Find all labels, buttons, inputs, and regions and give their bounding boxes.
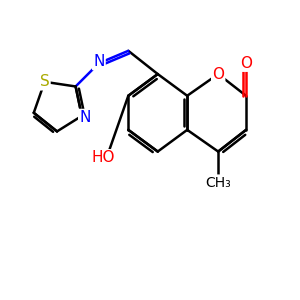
Text: S: S	[40, 74, 50, 89]
Text: N: N	[93, 54, 104, 69]
Text: O: O	[240, 56, 252, 71]
Text: CH₃: CH₃	[205, 176, 231, 190]
Text: HO: HO	[92, 150, 115, 165]
Text: N: N	[79, 110, 91, 125]
Text: O: O	[212, 67, 224, 82]
